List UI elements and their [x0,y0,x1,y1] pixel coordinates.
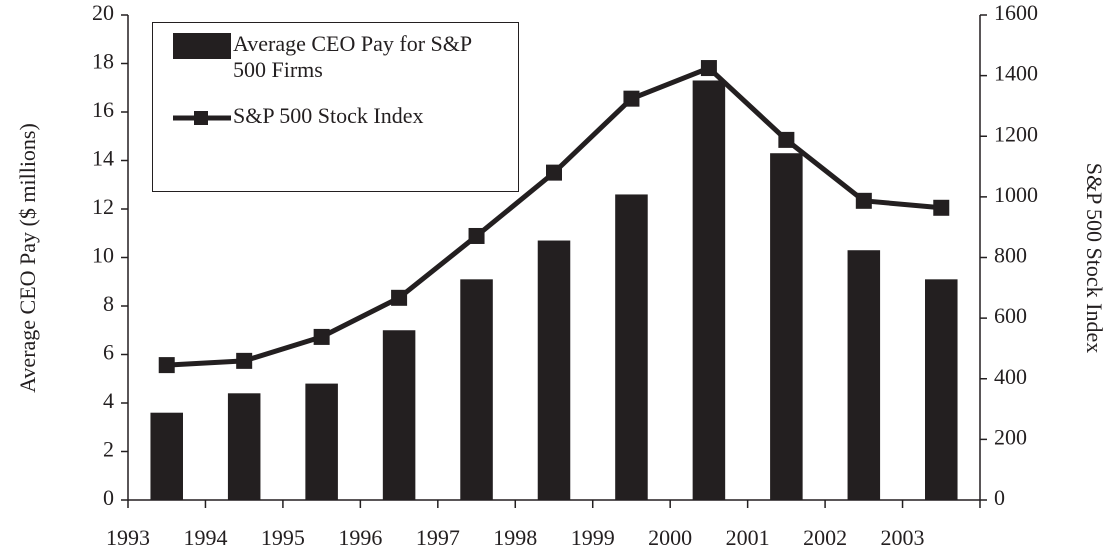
y2-tick-label: 1000 [994,182,1038,207]
line-marker [158,357,175,374]
line-marker [623,90,640,107]
y-tick-label: 18 [92,49,114,74]
bar [847,250,881,500]
legend-swatch [173,111,231,125]
x-tick-label: 2000 [648,525,692,550]
y-tick-label: 14 [92,146,114,171]
legend-swatch [173,33,231,59]
line-marker [391,289,408,306]
bar [305,383,338,500]
line-marker [236,352,253,369]
legend-bar-swatch [173,33,231,59]
y2-tick-label: 600 [994,303,1027,328]
y-tick-label: 4 [103,388,114,413]
y-tick-label: 16 [92,97,114,122]
y2-tick-label: 0 [994,485,1005,510]
y2-tick-label: 1200 [994,121,1038,146]
y2-tick-label: 200 [994,424,1027,449]
line-marker [933,199,950,216]
y-axis-label: Average CEO Pay ($ millions) [15,123,40,393]
y-tick-label: 12 [92,194,114,219]
y2-tick-label: 400 [994,364,1027,389]
x-tick-label: 1995 [261,525,305,550]
legend-item: Average CEO Pay for S&P 500 Firms [153,31,483,83]
y2-tick-label: 1400 [994,61,1038,86]
legend: Average CEO Pay for S&P 500 Firms S&P 50… [152,22,519,192]
y2-axis-label: S&P 500 Stock Index [1082,163,1107,353]
x-tick-label: 1994 [183,525,227,550]
x-tick-label: 2001 [726,525,770,550]
legend-label: S&P 500 Stock Index [233,103,424,128]
y-tick-label: 20 [92,0,114,25]
legend-marker-swatch [194,111,208,125]
line-marker [855,192,872,209]
line-marker [468,227,485,244]
legend-label: Average CEO Pay for S&P 500 Firms [233,31,472,82]
y-tick-label: 8 [103,291,114,316]
bar [150,412,183,500]
x-tick-label: 1999 [571,525,615,550]
x-tick-label: 1997 [416,525,460,550]
y2-tick-label: 800 [994,243,1027,268]
y-tick-label: 0 [103,485,114,510]
legend-item: S&P 500 Stock Index [153,103,483,133]
bar [460,279,493,500]
x-tick-label: 2003 [881,525,925,550]
bar [615,194,648,500]
bar [692,80,726,500]
y2-tick-label: 1600 [994,0,1038,25]
x-tick-label: 1993 [106,525,150,550]
x-tick-label: 2002 [803,525,847,550]
line-marker [313,328,330,345]
bar [227,393,261,500]
bar [382,330,416,500]
y-tick-label: 10 [92,243,114,268]
bar [770,153,803,500]
y-tick-label: 2 [103,437,114,462]
bar [925,279,958,500]
bar [537,240,571,500]
line-marker [546,164,562,181]
line-marker [778,131,795,148]
line-marker [700,60,717,77]
x-tick-label: 1998 [493,525,537,550]
y-tick-label: 6 [103,340,114,365]
x-tick-label: 1996 [338,525,382,550]
